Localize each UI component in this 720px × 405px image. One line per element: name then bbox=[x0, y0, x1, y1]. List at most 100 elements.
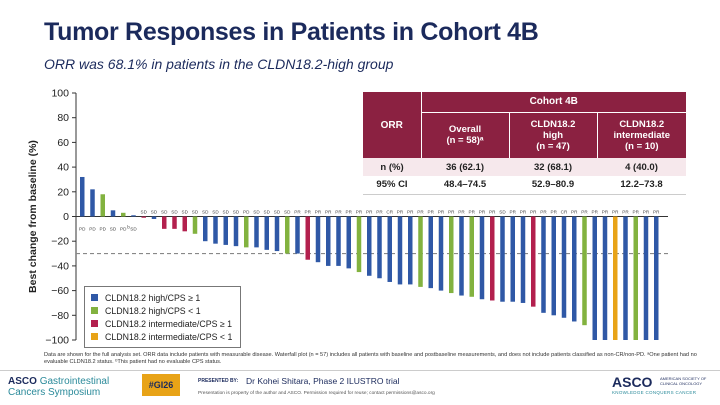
asco-right-society: AMERICAN SOCIETY OF CLINICAL ONCOLOGY bbox=[660, 376, 707, 386]
asco-logo: ASCO AMERICAN SOCIETY OF CLINICAL ONCOLO… bbox=[612, 374, 706, 395]
legend-label: CLDN18.2 high/CPS ≥ 1 bbox=[105, 292, 201, 303]
waterfall-bar bbox=[602, 216, 608, 340]
row-n-overall: 36 (62.1) bbox=[445, 161, 485, 173]
response-label: PR bbox=[612, 210, 619, 215]
waterfall-bar bbox=[346, 216, 351, 269]
row-n-label: n (%) bbox=[380, 161, 404, 173]
waterfall-bar bbox=[479, 216, 485, 300]
response-label: PD bbox=[100, 227, 107, 232]
response-label: SD bbox=[151, 210, 158, 215]
y-tick-label: −80 bbox=[51, 310, 69, 322]
response-label: SD bbox=[130, 227, 137, 232]
page-subtitle: ORR was 68.1% in patients in the CLDN18.… bbox=[44, 56, 394, 72]
legend-label: CLDN18.2 high/CPS < 1 bbox=[105, 305, 201, 316]
hashtag-badge: #GI26 bbox=[142, 374, 180, 396]
asco-gi-logo: ASCO Gastrointestinal Cancers Symposium bbox=[8, 376, 109, 398]
waterfall-bar bbox=[438, 216, 444, 291]
waterfall-bar bbox=[356, 216, 362, 273]
waterfall-bar bbox=[623, 216, 628, 340]
row-ci-intermediate: 12.2–73.8 bbox=[620, 179, 663, 191]
col-intermediate-line2: intermediate bbox=[613, 129, 671, 141]
waterfall-bar bbox=[141, 216, 146, 218]
waterfall-bar bbox=[428, 216, 433, 289]
response-label: PR bbox=[325, 210, 332, 215]
waterfall-bar bbox=[315, 216, 321, 263]
response-label: SD bbox=[171, 210, 178, 215]
waterfall-bar bbox=[295, 216, 300, 254]
legend-item: CLDN18.2 high/CPS < 1 bbox=[91, 304, 232, 317]
response-label: SD bbox=[233, 210, 240, 215]
waterfall-bar bbox=[182, 216, 187, 232]
row-ci-overall: 48.4–74.5 bbox=[443, 179, 487, 191]
response-label: SD bbox=[264, 210, 271, 215]
response-label: SD bbox=[141, 210, 148, 215]
response-label: PR bbox=[510, 210, 517, 215]
response-label: PD bbox=[120, 227, 127, 232]
y-tick-label: 0 bbox=[63, 211, 69, 223]
waterfall-bar bbox=[213, 216, 218, 244]
response-label: PD bbox=[79, 227, 86, 232]
legend-item: CLDN18.2 intermediate/CPS < 1 bbox=[91, 330, 232, 343]
row-n-intermediate: 4 (40.0) bbox=[625, 161, 658, 173]
waterfall-bar bbox=[244, 216, 249, 248]
y-tick-label: 80 bbox=[57, 112, 69, 124]
presenter-text: Dr Kohei Shitara, Phase 2 ILUSTRO trial bbox=[246, 376, 400, 386]
response-label: PR bbox=[489, 210, 496, 215]
waterfall-bar bbox=[151, 216, 157, 219]
y-tick-label: 20 bbox=[57, 186, 69, 198]
presented-by-label: PRESENTED BY: bbox=[198, 378, 239, 384]
waterfall-bar bbox=[469, 216, 474, 297]
waterfall-bar bbox=[90, 189, 95, 217]
response-label: PR bbox=[581, 210, 588, 215]
response-label: PR bbox=[530, 210, 537, 215]
response-label: PD bbox=[243, 210, 250, 215]
col-overall-header: Overall (n = 58)ᵃ bbox=[421, 112, 510, 158]
waterfall-bar bbox=[121, 212, 126, 217]
legend-swatch bbox=[91, 307, 98, 314]
waterfall-bar bbox=[192, 216, 198, 234]
legend-swatch bbox=[91, 294, 98, 301]
table-header-row: ORR Cohort 4B bbox=[363, 92, 686, 158]
response-label: PD bbox=[89, 227, 96, 232]
response-label: PR bbox=[479, 210, 486, 215]
legend-label: CLDN18.2 intermediate/CPS < 1 bbox=[105, 331, 233, 342]
response-label: PR bbox=[653, 210, 660, 215]
row-ci-label: 95% CI bbox=[376, 179, 408, 191]
footer-bar bbox=[0, 370, 720, 405]
y-axis-label: Best change from baseline (%) bbox=[27, 140, 39, 293]
response-label: SD bbox=[284, 210, 291, 215]
waterfall-bar bbox=[80, 176, 85, 217]
y-tick-label: −100 bbox=[45, 335, 69, 347]
response-label: SD bbox=[192, 210, 199, 215]
waterfall-bar bbox=[633, 216, 638, 340]
waterfall-bar bbox=[326, 216, 331, 266]
response-label: SD bbox=[223, 210, 230, 215]
waterfall-bar bbox=[397, 216, 403, 285]
col-intermediate-line1: CLDN18.2 bbox=[619, 118, 665, 130]
table-row-n: n (%) 36 (62.1) 32 (68.1) 4 (40.0) bbox=[363, 158, 686, 176]
row-ci-high: 52.9–80.9 bbox=[531, 179, 575, 191]
waterfall-bar bbox=[531, 216, 536, 307]
waterfall-bar bbox=[500, 216, 505, 302]
waterfall-bar bbox=[459, 216, 464, 296]
response-label: PR bbox=[458, 210, 465, 215]
response-label: PR bbox=[315, 210, 322, 215]
response-label: PR bbox=[417, 210, 424, 215]
response-label: PR bbox=[346, 210, 353, 215]
asco-right-word: ASCO bbox=[612, 374, 653, 390]
table-row-ci: 95% CI 48.4–74.5 52.9–80.9 12.2–73.8 bbox=[363, 176, 686, 194]
response-label: SD bbox=[253, 210, 260, 215]
response-label: PR bbox=[305, 210, 312, 215]
waterfall-bar bbox=[387, 216, 392, 282]
waterfall-bar bbox=[643, 216, 649, 340]
cohort-header: Cohort 4B bbox=[421, 92, 686, 113]
response-label: PR bbox=[294, 210, 301, 215]
y-tick-label: 60 bbox=[57, 137, 69, 149]
waterfall-bar bbox=[377, 216, 382, 279]
response-label: PR bbox=[438, 210, 445, 215]
waterfall-bar bbox=[233, 216, 239, 247]
response-label: SD bbox=[161, 210, 168, 215]
waterfall-bar bbox=[654, 216, 659, 340]
waterfall-bar bbox=[418, 216, 423, 287]
response-label: PR bbox=[551, 210, 558, 215]
